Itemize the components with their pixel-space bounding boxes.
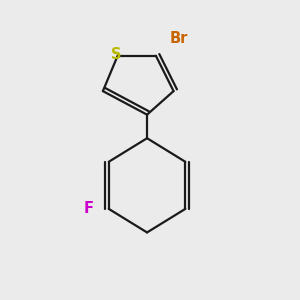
Text: Br: Br [170,31,188,46]
Text: F: F [83,201,93,216]
Text: S: S [111,47,122,62]
